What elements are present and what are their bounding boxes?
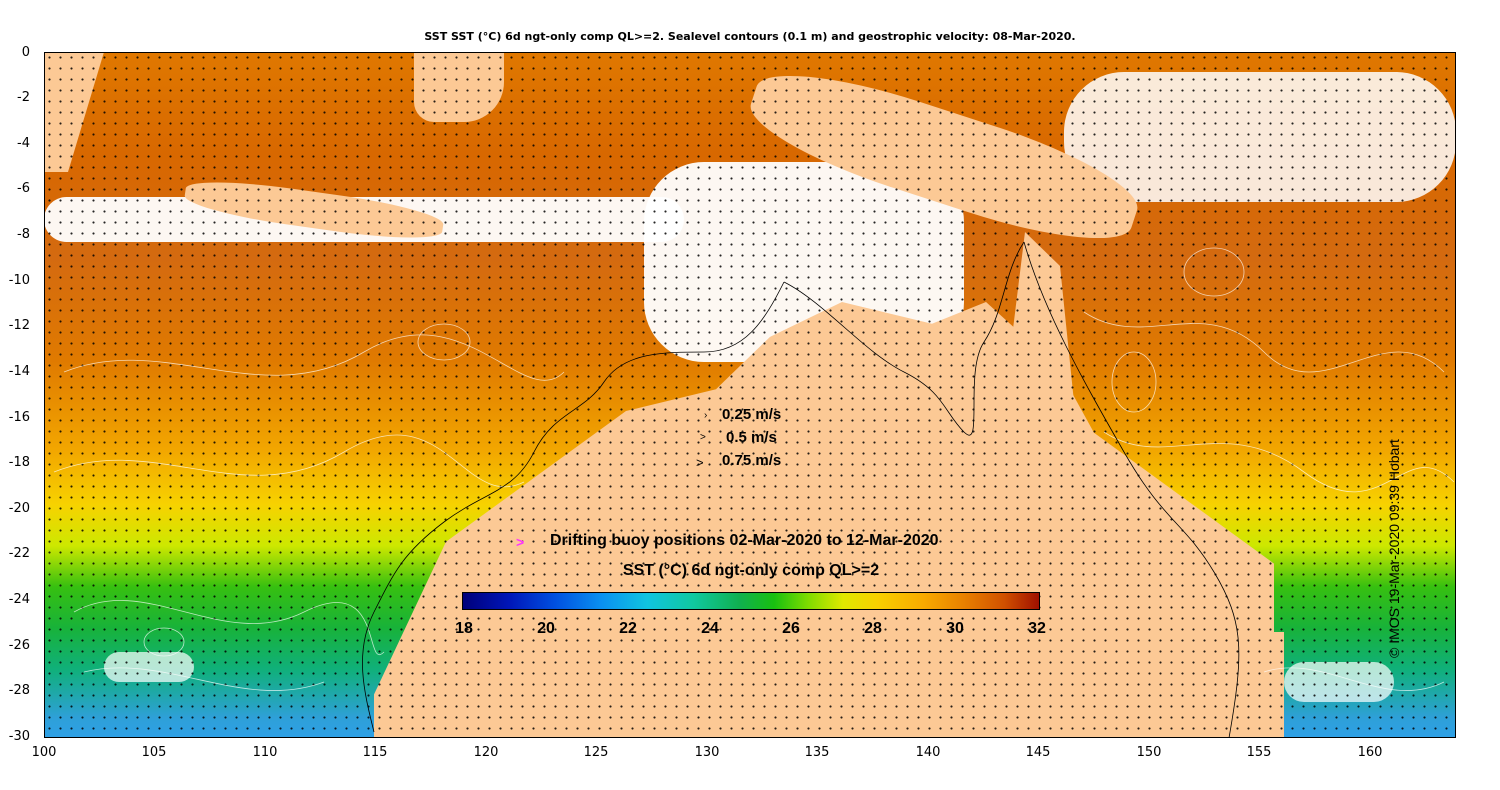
- y-tick-label: -20: [8, 501, 30, 516]
- y-tick-label: -12: [8, 318, 30, 333]
- sst-map: [44, 52, 1456, 738]
- colorbar-tick-label: 20: [537, 620, 555, 637]
- y-tick-label: -30: [8, 729, 30, 744]
- x-tick-label: 120: [473, 745, 499, 760]
- colorbar-tick-label: 26: [782, 620, 800, 637]
- y-tick-label: -24: [8, 592, 30, 607]
- colorbar-tick-label: 22: [619, 620, 637, 637]
- y-tick-label: -4: [17, 136, 30, 151]
- colorbar-tick-label: 30: [946, 620, 964, 637]
- x-tick-label: 110: [252, 745, 278, 760]
- y-tick-label: -18: [8, 455, 30, 470]
- y-tick-label: -8: [17, 227, 30, 242]
- velocity-scale-label: 0.25 m/s: [722, 406, 782, 423]
- velocity-scale-label: 0.75 m/s: [722, 452, 782, 469]
- colorbar-tick-label: 24: [701, 620, 719, 637]
- y-tick-label: -2: [17, 90, 30, 105]
- y-tick-label: -14: [8, 364, 30, 379]
- colorbar-tick-label: 32: [1028, 620, 1046, 637]
- buoy-marker-icon: >: [516, 534, 525, 550]
- velocity-scale-arrow-medium: >: [700, 432, 706, 443]
- x-tick-label: 135: [804, 745, 830, 760]
- y-tick-label: 0: [21, 45, 30, 60]
- y-tick-label: -26: [8, 638, 30, 653]
- x-tick-label: 160: [1357, 745, 1383, 760]
- x-tick-label: 125: [583, 745, 609, 760]
- velocity-scale-arrow-large: >: [696, 455, 704, 470]
- colorbar: [462, 592, 1040, 610]
- buoy-legend-label: Drifting buoy positions 02-Mar-2020 to 1…: [550, 532, 939, 549]
- x-tick-label: 145: [1025, 745, 1051, 760]
- y-tick-label: -28: [8, 683, 30, 698]
- colorbar-title: SST (°C) 6d ngt-only comp QL>=2: [622, 562, 880, 579]
- map-title: SST SST (°C) 6d ngt-only comp QL>=2. Sea…: [424, 30, 1076, 43]
- x-tick-label: 115: [362, 745, 388, 760]
- x-tick-label: 130: [694, 745, 720, 760]
- y-tick-label: -22: [8, 546, 30, 561]
- credit-text: © IMOS 19-Mar-2020 09:39 Hobart: [1386, 439, 1402, 658]
- velocity-scale-label: 0.5 m/s: [726, 429, 777, 446]
- colorbar-tick-label: 18: [455, 620, 473, 637]
- velocity-scale-arrow-small: ›: [704, 410, 708, 421]
- x-tick-label: 100: [31, 745, 57, 760]
- sealevel-contours: [53, 241, 1455, 738]
- x-tick-label: 105: [141, 745, 167, 760]
- y-tick-label: -6: [17, 181, 30, 196]
- y-tick-label: -16: [8, 410, 30, 425]
- x-tick-label: 140: [915, 745, 941, 760]
- x-tick-label: 150: [1136, 745, 1162, 760]
- colorbar-tick-label: 28: [864, 620, 882, 637]
- y-tick-label: -10: [8, 273, 30, 288]
- velocity-arrows: [44, 52, 1456, 738]
- x-tick-label: 155: [1246, 745, 1272, 760]
